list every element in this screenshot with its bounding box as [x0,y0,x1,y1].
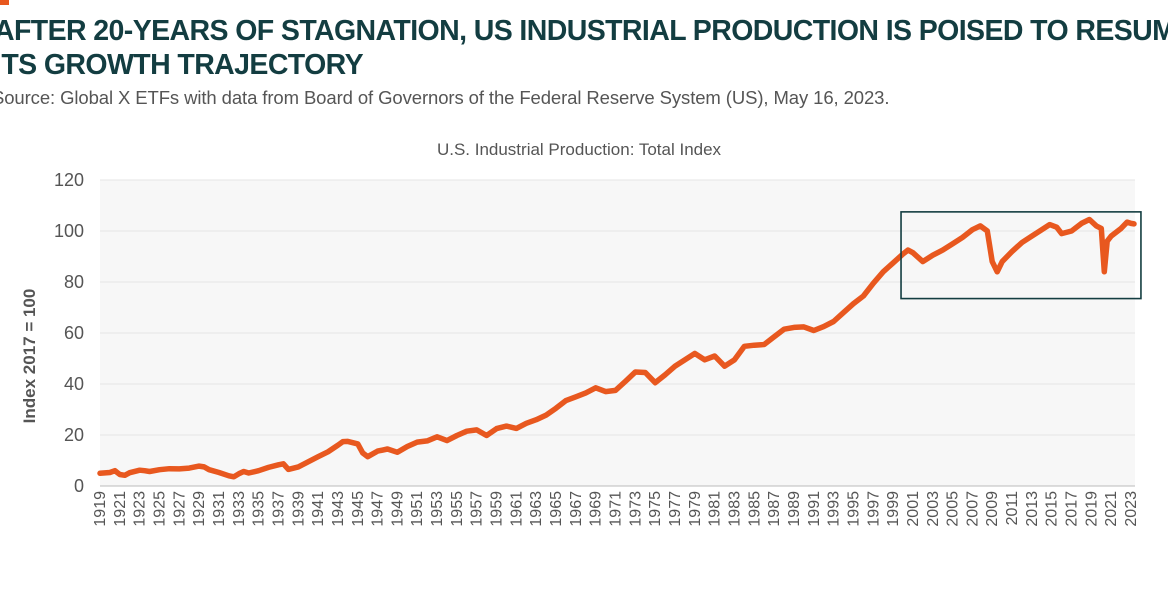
x-tick-label: 1991 [806,491,823,527]
x-tick-label: 1977 [667,491,684,527]
x-tick-label: 1987 [766,491,783,527]
series-line [97,216,1137,480]
y-tick-label: 40 [64,374,84,394]
y-tick-label: 0 [74,476,84,496]
x-tick-label: 2007 [964,491,981,527]
x-tick-label: 1927 [171,491,188,527]
x-tick-label: 2023 [1123,491,1140,527]
x-tick-label: 1953 [429,491,446,527]
x-tick-label: 1925 [151,491,168,527]
x-tick-label: 1937 [270,491,287,527]
y-tick-label: 80 [64,272,84,292]
y-tick-label: 60 [64,323,84,343]
x-tick-label: 1967 [568,491,585,527]
x-tick-label: 1997 [865,491,882,527]
x-tick-label: 1919 [92,491,109,527]
title-line-2: ITS GROWTH TRAJECTORY [0,49,364,81]
x-tick-label: 1979 [687,491,704,527]
title-line-1: AFTER 20-YEARS OF STAGNATION, US INDUSTR… [0,15,1168,47]
x-tick-label: 1931 [211,491,228,527]
accent-bar [0,0,9,5]
x-tick-label: 1941 [310,491,327,527]
x-tick-label: 1975 [647,491,664,527]
x-tick-label: 2015 [1044,491,1061,527]
y-tick-label: 100 [54,221,84,241]
x-tick-label: 2021 [1103,491,1120,527]
x-tick-label: 1993 [826,491,843,527]
x-tick-label: 1963 [528,491,545,527]
x-tick-label: 1965 [548,491,565,527]
highlight-box [900,211,1142,300]
x-axis-ticks: 1919 1921 1923 1925 1927 1929 1931 1933 1935 1937… [92,491,1140,527]
y-axis-label: Index 2017 = 100 [20,289,39,424]
x-tick-label: 1961 [508,491,525,527]
x-tick-label: 1935 [251,491,268,527]
x-tick-label: 2005 [945,491,962,527]
x-tick-label: 1923 [132,491,149,527]
x-tick-label: 1933 [231,491,248,527]
x-tick-label: 1995 [845,491,862,527]
x-tick-label: 1955 [449,491,466,527]
x-tick-label: 1999 [885,491,902,527]
x-tick-label: 1921 [112,491,129,527]
x-tick-label: 1973 [627,491,644,527]
x-tick-label: 1989 [786,491,803,527]
x-tick-label: 1985 [746,491,763,527]
y-tick-label: 20 [64,425,84,445]
x-tick-label: 2019 [1083,491,1100,527]
x-tick-label: 2001 [905,491,922,527]
x-tick-label: 2013 [1024,491,1041,527]
gridlines [100,179,1135,487]
x-tick-label: 1957 [469,491,486,527]
x-tick-label: 1949 [389,491,406,527]
x-tick-label: 2011 [1004,491,1021,526]
x-tick-label: 1945 [350,491,367,527]
x-tick-label: 1981 [707,491,724,527]
source-note: Source: Global X ETFs with data from Boa… [0,87,890,108]
industrial-production-chart: U.S. Industrial Production: Total Index … [20,140,1142,527]
x-tick-label: 2017 [1064,491,1081,527]
x-tick-label: 1959 [489,491,506,527]
y-tick-label: 120 [54,170,84,190]
x-tick-label: 1943 [330,491,347,527]
page-title: AFTER 20-YEARS OF STAGNATION, US INDUSTR… [0,14,1168,82]
x-tick-label: 2003 [925,491,942,527]
chart-title: U.S. Industrial Production: Total Index [437,140,722,159]
x-tick-label: 1969 [588,491,605,527]
x-tick-label: 1983 [726,491,743,527]
x-tick-label: 1939 [290,491,307,527]
x-tick-label: 2009 [984,491,1001,527]
y-axis-ticks: 0 20 40 60 80 100 120 [54,170,84,496]
x-tick-label: 1947 [370,491,387,527]
series-group [97,216,1137,480]
x-tick-label: 1951 [409,491,426,527]
x-tick-label: 1971 [608,491,625,527]
x-tick-label: 1929 [191,491,208,527]
